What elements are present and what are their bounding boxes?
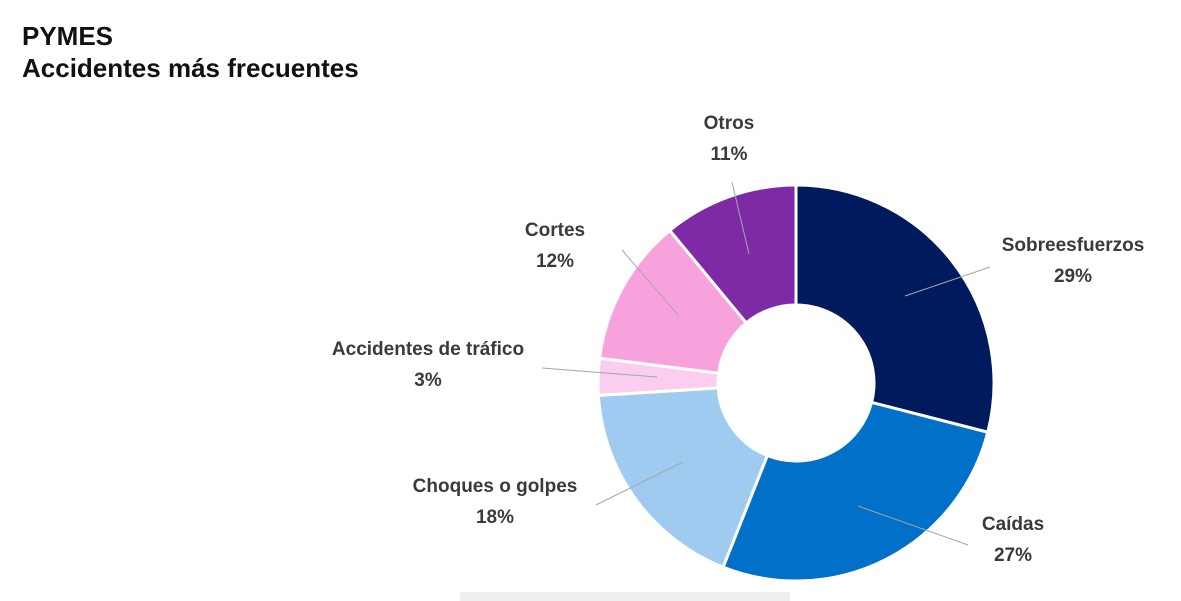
scrollbar-strip: [460, 592, 790, 601]
slice-value-label: 29%: [1054, 266, 1092, 287]
leader-line: [857, 505, 969, 546]
slice-value-label: 11%: [711, 144, 748, 165]
leader-line: [541, 367, 658, 378]
slice-choques-o-golpes: [596, 386, 770, 570]
leader-line: [904, 266, 991, 297]
slice-caídas: [721, 400, 990, 583]
donut-slices: [596, 183, 996, 583]
slice-category-label: Accidentes de tráfico: [332, 339, 524, 360]
slice-value-label: 18%: [476, 507, 514, 528]
leader-line: [731, 181, 750, 255]
leader-line: [621, 249, 679, 316]
chart-title: PYMES: [22, 21, 114, 51]
leader-lines: [541, 181, 991, 546]
chart-subtitle: Accidentes más frecuentes: [22, 53, 359, 83]
slice-value-label: 12%: [536, 251, 574, 272]
slice-category-label: Sobreesfuerzos: [1002, 235, 1145, 256]
slice-sobreesfuerzos: [794, 183, 996, 435]
leader-line: [595, 461, 684, 506]
slice-labels: Sobreesfuerzos 29% Caídas 27% Choques o golp…: [332, 113, 1144, 566]
slice-value-label: 27%: [994, 545, 1032, 566]
slice-value-label: 3%: [414, 370, 442, 391]
slice-category-label: Choques o golpes: [413, 476, 578, 497]
slice-category-label: Otros: [704, 113, 755, 134]
slice-otros: [667, 183, 798, 326]
slice-category-label: Caídas: [982, 514, 1044, 535]
chart-title-block: PYMES Accidentes más frecuentes: [22, 20, 359, 84]
slice-category-label: Cortes: [525, 220, 585, 241]
